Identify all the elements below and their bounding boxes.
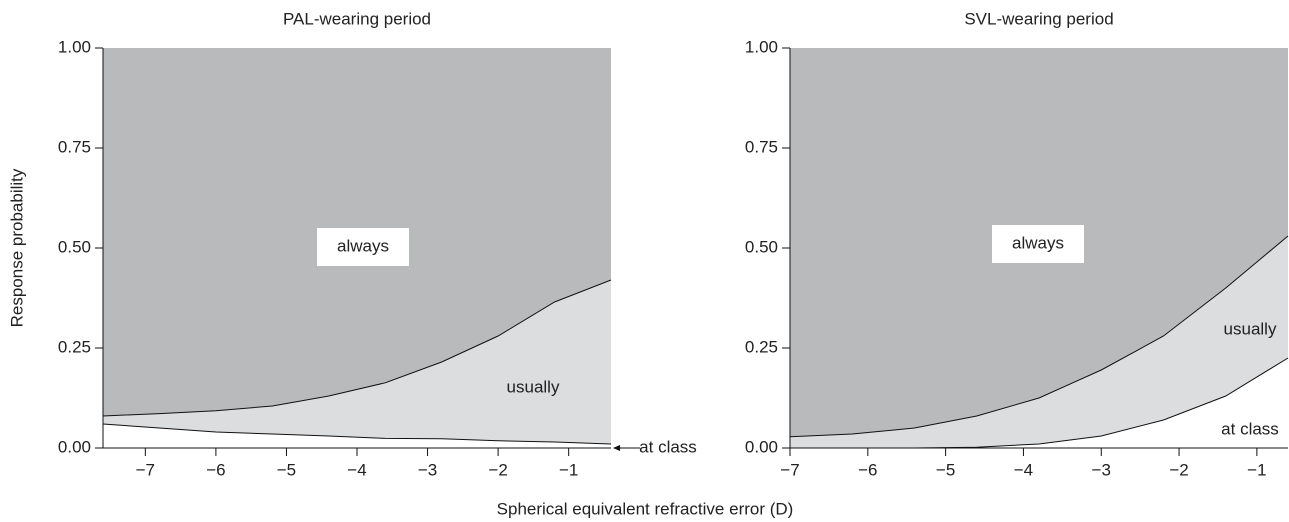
x-tick-label: −5	[277, 460, 296, 479]
y-tick-label: 0.00	[745, 437, 778, 456]
y-tick-label: 0.75	[745, 137, 778, 156]
panel-title: SVL-wearing period	[964, 9, 1113, 28]
y-tick-label: 0.25	[745, 337, 778, 356]
x-tick-label: −7	[136, 460, 155, 479]
y-tick-label: 0.50	[58, 237, 91, 256]
x-axis-label: Spherical equivalent refractive error (D…	[497, 499, 794, 518]
x-tick-label: −4	[347, 460, 366, 479]
area	[790, 358, 1288, 448]
series-label: usually	[507, 377, 560, 396]
label-box	[317, 228, 409, 266]
series-label: always	[337, 236, 389, 255]
y-tick-label: 0.25	[58, 337, 91, 356]
panel-title: PAL-wearing period	[283, 9, 431, 28]
series-label: usually	[1224, 319, 1277, 338]
arrow-head	[613, 445, 620, 451]
x-tick-label: −2	[1169, 460, 1188, 479]
series-label: at class	[1221, 419, 1279, 438]
area	[790, 236, 1288, 448]
boundary-line	[102, 423, 612, 445]
y-tick-label: 1.00	[58, 37, 91, 56]
x-tick-label: −3	[418, 460, 437, 479]
x-tick-label: −3	[1092, 460, 1111, 479]
x-tick-label: −4	[1014, 460, 1033, 479]
x-tick-label: −6	[858, 460, 877, 479]
x-tick-label: −1	[1247, 460, 1266, 479]
label-box	[992, 225, 1084, 263]
boundary-line	[789, 235, 1289, 438]
y-axis-label: Response probability	[7, 168, 26, 327]
x-tick-label: −2	[488, 460, 507, 479]
x-tick-label: −6	[206, 460, 225, 479]
x-tick-label: −5	[936, 460, 955, 479]
x-tick-label: −1	[559, 460, 578, 479]
area	[103, 280, 611, 444]
y-tick-label: 0.00	[58, 437, 91, 456]
y-tick-label: 0.50	[745, 237, 778, 256]
area	[103, 424, 611, 448]
series-label: always	[1012, 233, 1064, 252]
y-tick-label: 0.75	[58, 137, 91, 156]
x-tick-label: −7	[780, 460, 799, 479]
series-label: at class	[639, 437, 697, 456]
boundary-line	[102, 279, 612, 417]
y-tick-label: 1.00	[745, 37, 778, 56]
